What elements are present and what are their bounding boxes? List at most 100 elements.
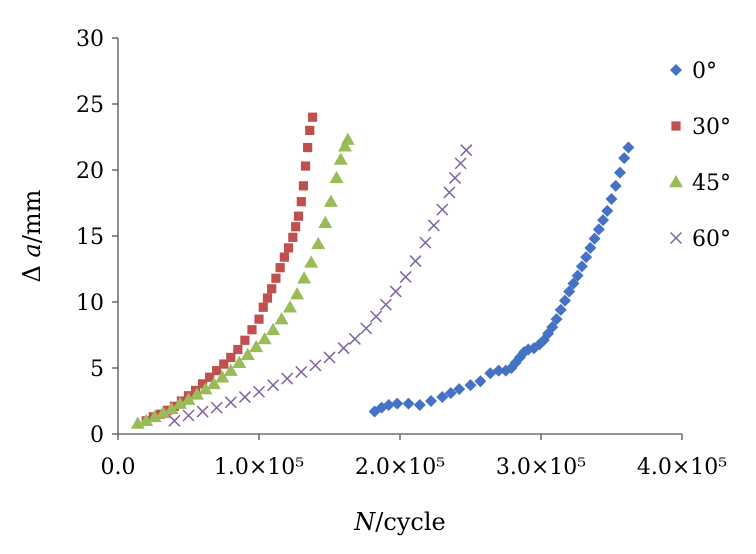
data-point bbox=[307, 112, 318, 122]
data-point bbox=[382, 398, 395, 411]
series-diamond bbox=[368, 141, 635, 418]
data-point bbox=[592, 223, 605, 236]
data-point bbox=[605, 193, 618, 206]
data-point bbox=[436, 391, 449, 404]
data-point bbox=[279, 252, 289, 262]
x-tick-label: 0.0 bbox=[101, 455, 136, 480]
x-tick-label: 2.0×10⁵ bbox=[355, 455, 445, 480]
data-point bbox=[329, 170, 344, 184]
data-point bbox=[168, 414, 181, 427]
data-point bbox=[254, 314, 264, 324]
data-point bbox=[425, 395, 438, 407]
data-point bbox=[550, 313, 563, 326]
data-point bbox=[275, 263, 285, 273]
data-point bbox=[267, 284, 277, 294]
data-point bbox=[293, 211, 304, 221]
data-point bbox=[601, 204, 614, 217]
data-point bbox=[198, 379, 208, 389]
data-point bbox=[492, 364, 505, 377]
data-point bbox=[402, 397, 415, 410]
data-point bbox=[252, 385, 266, 398]
legend-label: 45° bbox=[692, 171, 731, 196]
data-point bbox=[338, 139, 353, 152]
data-point bbox=[219, 359, 229, 369]
data-point bbox=[290, 287, 305, 300]
data-point bbox=[554, 303, 567, 316]
data-point bbox=[291, 222, 301, 232]
data-point bbox=[584, 241, 597, 254]
data-point bbox=[215, 370, 230, 383]
series-x bbox=[168, 144, 473, 427]
data-point bbox=[240, 335, 250, 345]
data-point bbox=[360, 322, 373, 335]
legend-label: 30° bbox=[692, 115, 731, 140]
legend-marker bbox=[669, 175, 683, 188]
legend-label: 60° bbox=[692, 227, 731, 252]
x-axis-ticks: 0.0 1.0×10⁵ 2.0×10⁵ 3.0×10⁵ 4.0×10⁵ bbox=[101, 434, 727, 480]
y-axis-title-symbol: Δ bbox=[18, 257, 46, 282]
data-point bbox=[206, 376, 221, 390]
data-point bbox=[337, 342, 350, 355]
x-tick-label: 3.0×10⁵ bbox=[496, 455, 586, 480]
data-point bbox=[305, 125, 315, 135]
data-point bbox=[304, 255, 319, 268]
data-point bbox=[224, 396, 237, 409]
data-point bbox=[436, 203, 449, 216]
data-point bbox=[409, 255, 422, 268]
data-point bbox=[464, 379, 477, 392]
data-point bbox=[164, 401, 179, 415]
data-point bbox=[196, 405, 209, 418]
data-point bbox=[297, 271, 312, 284]
data-point bbox=[210, 401, 223, 414]
data-point bbox=[271, 273, 281, 283]
y-axis-title-var: a bbox=[18, 243, 46, 257]
y-tick-label: 10 bbox=[76, 291, 104, 316]
data-point bbox=[340, 132, 355, 145]
x-tick-label: 1.0×10⁵ bbox=[214, 455, 304, 480]
data-point bbox=[182, 409, 195, 422]
y-tick-label: 0 bbox=[90, 423, 104, 448]
data-point bbox=[571, 269, 584, 282]
y-tick-label: 15 bbox=[76, 225, 104, 250]
data-point bbox=[609, 179, 622, 192]
data-point bbox=[156, 405, 171, 419]
data-point bbox=[460, 144, 473, 157]
legend-label: 0° bbox=[692, 59, 717, 84]
data-point bbox=[323, 194, 338, 207]
data-point bbox=[613, 166, 626, 179]
y-axis-title: Δ a/mm bbox=[18, 189, 46, 282]
data-point bbox=[258, 302, 268, 312]
data-point bbox=[453, 383, 466, 396]
data-point bbox=[597, 214, 610, 227]
data-point bbox=[257, 331, 272, 345]
data-point bbox=[266, 322, 281, 335]
data-point bbox=[567, 277, 580, 290]
y-tick-label: 30 bbox=[76, 27, 104, 52]
data-point bbox=[262, 293, 273, 303]
data-point bbox=[580, 251, 593, 264]
data-point bbox=[139, 413, 154, 427]
data-point bbox=[205, 372, 215, 382]
data-point bbox=[391, 397, 404, 410]
data-point bbox=[448, 171, 462, 184]
data-point bbox=[233, 344, 243, 355]
data-point bbox=[309, 359, 322, 372]
data-point bbox=[169, 401, 179, 411]
data-point bbox=[563, 285, 576, 298]
series-triangle bbox=[130, 132, 355, 429]
data-point bbox=[379, 298, 392, 311]
data-point bbox=[389, 285, 402, 298]
data-point bbox=[588, 232, 601, 245]
y-axis-ticks: 0 5 10 15 20 25 30 bbox=[76, 27, 118, 448]
y-tick-label: 25 bbox=[76, 93, 104, 118]
x-tick-label: 4.0×10⁵ bbox=[637, 455, 727, 480]
data-point bbox=[311, 236, 326, 250]
data-point bbox=[618, 152, 631, 165]
legend-marker bbox=[669, 231, 683, 245]
data-point bbox=[281, 372, 294, 385]
data-point bbox=[274, 312, 289, 325]
data-point bbox=[474, 375, 487, 388]
data-point bbox=[226, 352, 236, 363]
data-point bbox=[249, 339, 264, 353]
data-point bbox=[267, 379, 280, 392]
